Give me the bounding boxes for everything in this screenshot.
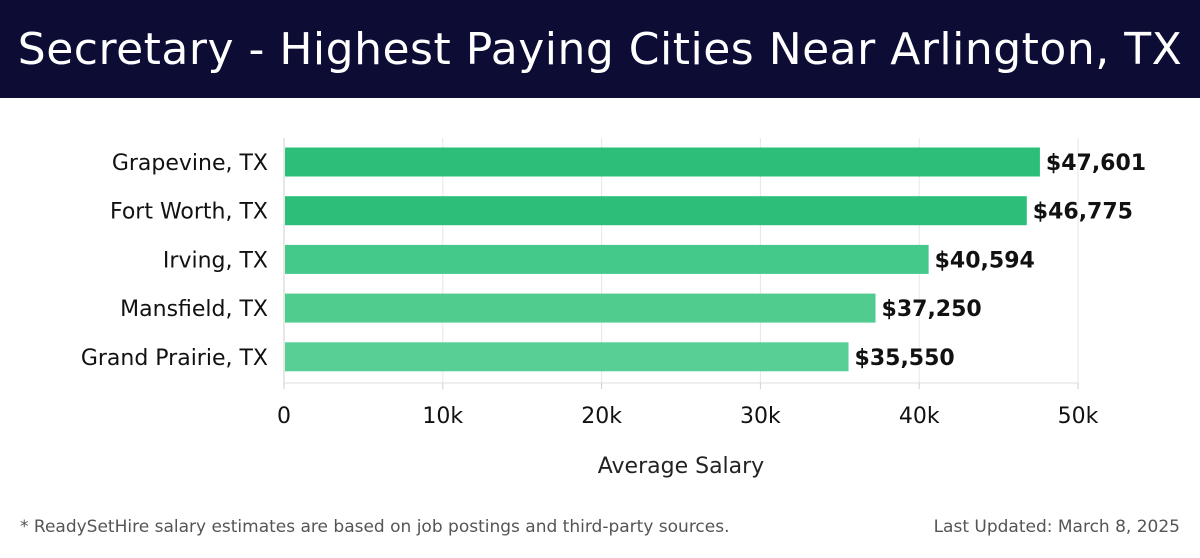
bar [285,244,929,274]
category-label: Grand Prairie, TX [81,346,268,371]
bar [285,147,1040,177]
bar [285,196,1027,226]
data-label: $47,601 [1046,151,1146,176]
data-label: $46,775 [1033,200,1133,225]
x-tick-label: 50k [1058,404,1099,429]
bar [285,293,876,323]
x-tick-label: 0 [277,404,291,429]
header-banner: Secretary - Highest Paying Cities Near A… [0,0,1200,98]
category-label: Grapevine, TX [112,151,268,176]
x-tick-label: 20k [581,404,622,429]
category-label: Mansfield, TX [120,297,268,322]
data-label: $37,250 [882,297,982,322]
x-axis-title: Average Salary [598,454,764,479]
footer-last-updated: Last Updated: March 8, 2025 [933,517,1180,537]
footer-disclaimer: * ReadySetHire salary estimates are base… [20,517,730,537]
category-label: Irving, TX [163,248,268,273]
data-label: $40,594 [935,248,1035,273]
x-tick-label: 40k [899,404,940,429]
data-label: $35,550 [855,346,955,371]
bar [285,342,849,372]
salary-bar-chart: 0 10k 20k 30k 40k 50k Grapevine, TX $47,601 Fort… [81,138,1146,479]
x-tick-label: 10k [422,404,463,429]
x-tick-label: 30k [740,404,781,429]
category-label: Fort Worth, TX [110,200,268,225]
page-title: Secretary - Highest Paying Cities Near A… [17,23,1183,75]
